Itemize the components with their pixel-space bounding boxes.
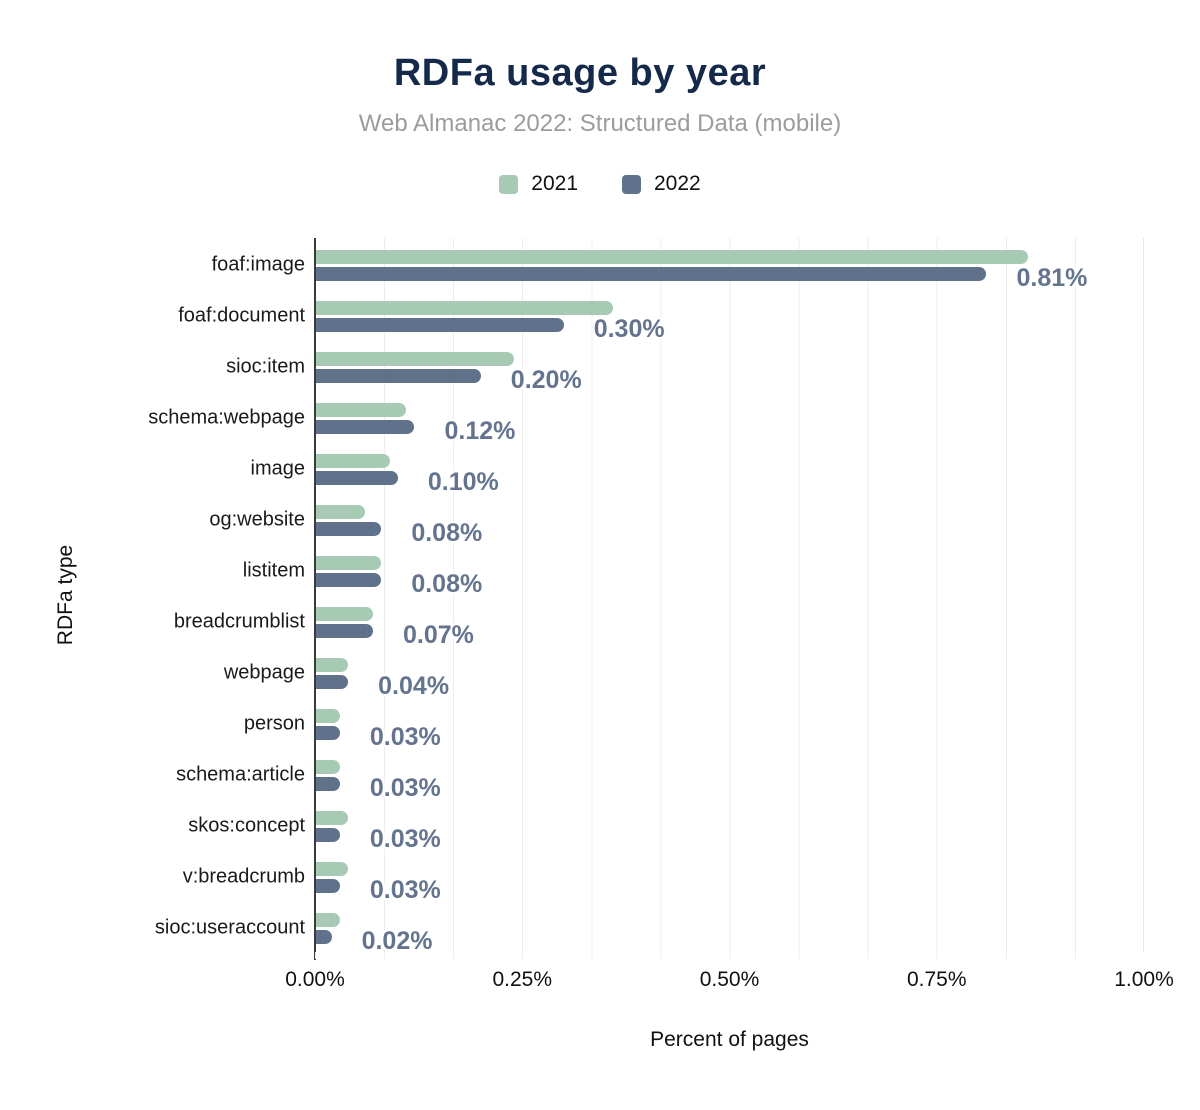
legend-swatch-2021: [499, 174, 519, 194]
chart-title: RDFa usage by year: [393, 52, 767, 94]
chart-row: image 0.10%: [251, 442, 1144, 496]
legend-label-2021: 2021: [531, 172, 578, 195]
value-label: 0.07%: [403, 621, 474, 649]
bar-2021: [315, 811, 349, 825]
bar-2021: [315, 403, 407, 417]
y-axis-line: [314, 238, 316, 960]
bar-2022: [315, 369, 481, 383]
chart-row: listitem 0.08%: [243, 544, 1144, 598]
bar-2022: [315, 624, 374, 638]
category-label: sioc:useraccount: [154, 916, 305, 939]
chart-row: sioc:item 0.20%: [226, 340, 1144, 394]
chart-row: schema:webpage 0.12%: [148, 391, 1144, 445]
value-label: 0.08%: [411, 570, 483, 598]
chart-row: foaf:document 0.30%: [178, 289, 1144, 343]
y-axis-title: RDFa type: [54, 544, 77, 646]
bar-2021: [315, 352, 514, 366]
bar-2021: [315, 607, 374, 621]
axis-tick-marks: [315, 952, 1144, 959]
chart-row: v:breadcrumb 0.03%: [183, 850, 1144, 904]
category-label: image: [250, 457, 305, 480]
bar-2022: [315, 471, 398, 485]
x-tick-labels: 0.00% 0.25% 0.50% 0.75% 1.00%: [285, 968, 1174, 994]
bar-2022: [315, 573, 382, 587]
value-label: 0.04%: [378, 672, 450, 700]
bar-2021: [315, 658, 349, 672]
legend-item-2022: 2022: [622, 172, 701, 196]
bar-2021: [315, 505, 365, 519]
bar-2022: [315, 267, 987, 281]
bar-2021: [315, 301, 614, 315]
chart-subtitle: Web Almanac 2022: Structured Data (mobil…: [358, 110, 842, 137]
x-tick-label: 1.00%: [1114, 968, 1174, 991]
bar-2021: [315, 250, 1028, 264]
chart-row: foaf:image 0.81%: [212, 238, 1144, 292]
legend-item-2021: 2021: [499, 172, 578, 196]
category-label: foaf:document: [178, 304, 305, 327]
bar-2021: [315, 709, 340, 723]
category-label: sioc:item: [226, 355, 305, 378]
chart-row: breadcrumblist 0.07%: [174, 595, 1144, 649]
bar-2022: [315, 522, 382, 536]
category-label: skos:concept: [188, 814, 305, 837]
category-label: person: [243, 712, 305, 735]
chart-row: sioc:useraccount 0.02%: [155, 901, 1144, 955]
bar-2022: [315, 318, 564, 332]
bar-2022: [315, 828, 340, 842]
x-tick-label: 0.25%: [492, 968, 553, 991]
value-label: 0.08%: [411, 519, 483, 547]
bar-2022: [315, 777, 340, 791]
value-label: 0.10%: [427, 468, 499, 496]
chart-row: webpage 0.04%: [224, 646, 1144, 700]
bar-2021: [315, 913, 340, 927]
value-label: 0.03%: [369, 774, 441, 802]
chart-row: skos:concept 0.03%: [188, 799, 1144, 853]
bar-2022: [315, 420, 415, 434]
legend-swatch-2022: [622, 174, 641, 194]
category-label: foaf:image: [211, 253, 305, 276]
value-label: 0.02%: [361, 927, 433, 955]
value-label: 0.03%: [369, 876, 441, 904]
chart-row: schema:article 0.03%: [176, 748, 1144, 802]
bar-2021: [315, 760, 340, 774]
bar-2022: [315, 726, 340, 740]
category-label: webpage: [223, 661, 305, 684]
category-label: og:website: [209, 508, 305, 531]
category-label: breadcrumblist: [173, 610, 305, 633]
legend: 2021 2022: [0, 172, 1200, 196]
legend-label-2022: 2022: [654, 172, 701, 195]
value-label: 0.03%: [369, 825, 441, 853]
plot-area: foaf:image 0.81% foaf:document 0.30% sioc:it…: [148, 238, 1144, 955]
bar-2021: [315, 556, 382, 570]
bar-2021: [315, 862, 349, 876]
category-label: schema:webpage: [148, 406, 305, 429]
x-axis-title: Percent of pages: [650, 1028, 809, 1051]
value-label: 0.20%: [510, 366, 582, 394]
x-tick-label: 0.50%: [699, 968, 760, 991]
category-label: listitem: [242, 559, 305, 582]
x-tick-label: 0.00%: [285, 968, 345, 991]
bar-2022: [315, 675, 349, 689]
category-label: v:breadcrumb: [182, 865, 305, 888]
bar-2022: [315, 879, 340, 893]
value-label: 0.12%: [444, 417, 516, 445]
value-label: 0.30%: [593, 315, 665, 343]
value-label: 0.03%: [369, 723, 441, 751]
category-label: schema:article: [176, 763, 305, 786]
x-tick-label: 0.75%: [906, 968, 967, 991]
chart-row: person 0.03%: [244, 697, 1144, 751]
value-label: 0.81%: [1016, 264, 1088, 292]
bar-2022: [315, 930, 332, 944]
bar-2021: [315, 454, 390, 468]
chart-row: og:website 0.08%: [209, 493, 1144, 547]
